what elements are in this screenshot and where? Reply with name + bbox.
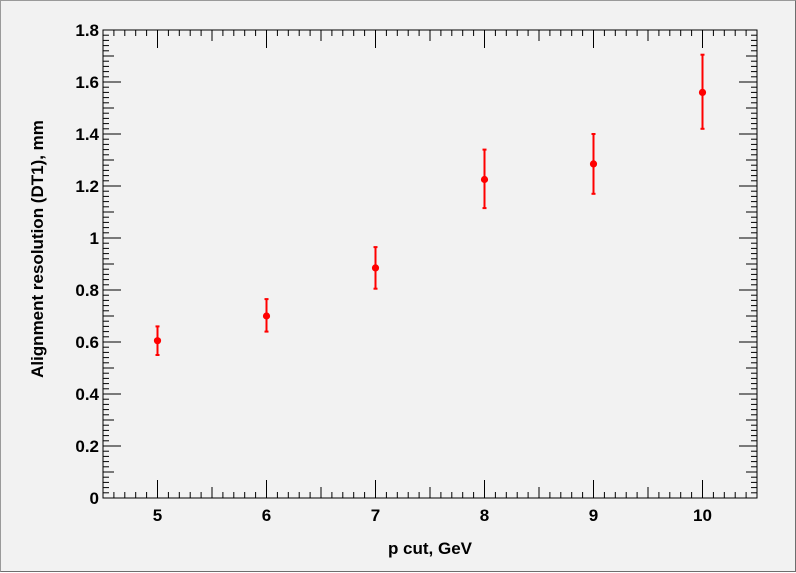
marker bbox=[480, 175, 489, 184]
y-tick-label: 0.2 bbox=[75, 437, 99, 456]
y-tick-label: 1.4 bbox=[75, 125, 99, 144]
y-tick-label: 1.2 bbox=[75, 177, 99, 196]
data-point bbox=[262, 298, 271, 333]
plot-frame bbox=[102, 29, 758, 499]
x-tick-label: 8 bbox=[480, 506, 489, 525]
data-point bbox=[153, 325, 162, 356]
data-point bbox=[480, 148, 489, 210]
y-tick-label: 0.4 bbox=[75, 385, 99, 404]
y-axis-ticks bbox=[103, 29, 757, 499]
data-point bbox=[698, 53, 707, 130]
x-tick-label: 9 bbox=[589, 506, 598, 525]
marker bbox=[589, 160, 598, 168]
marker bbox=[153, 337, 162, 345]
y-axis-label: Alignment resolution (DT1), mm bbox=[28, 120, 47, 378]
marker bbox=[698, 88, 707, 96]
x-axis-tick-labels: 5 6 7 8 9 10 bbox=[153, 506, 712, 525]
x-tick-label: 6 bbox=[262, 506, 271, 525]
x-tick-label: 5 bbox=[153, 506, 162, 525]
y-tick-label: 1 bbox=[90, 229, 99, 248]
y-tick-label: 1.8 bbox=[75, 21, 99, 40]
x-axis-ticks bbox=[102, 30, 758, 498]
x-tick-label: 7 bbox=[371, 506, 380, 525]
marker bbox=[262, 312, 271, 320]
x-axis-label: p cut, GeV bbox=[388, 539, 473, 558]
y-tick-label: 0.8 bbox=[75, 281, 99, 300]
y-tick-label: 0 bbox=[90, 489, 99, 508]
x-tick-label: 10 bbox=[693, 506, 712, 525]
data-series bbox=[153, 53, 707, 356]
y-axis-tick-labels: 0 0.2 0.4 0.6 0.8 1 1.2 1.4 1.6 1.8 bbox=[75, 21, 99, 508]
data-point bbox=[371, 246, 380, 290]
y-tick-label: 1.6 bbox=[75, 73, 99, 92]
marker bbox=[371, 264, 380, 272]
y-tick-label: 0.6 bbox=[75, 333, 99, 352]
data-point bbox=[589, 133, 598, 195]
